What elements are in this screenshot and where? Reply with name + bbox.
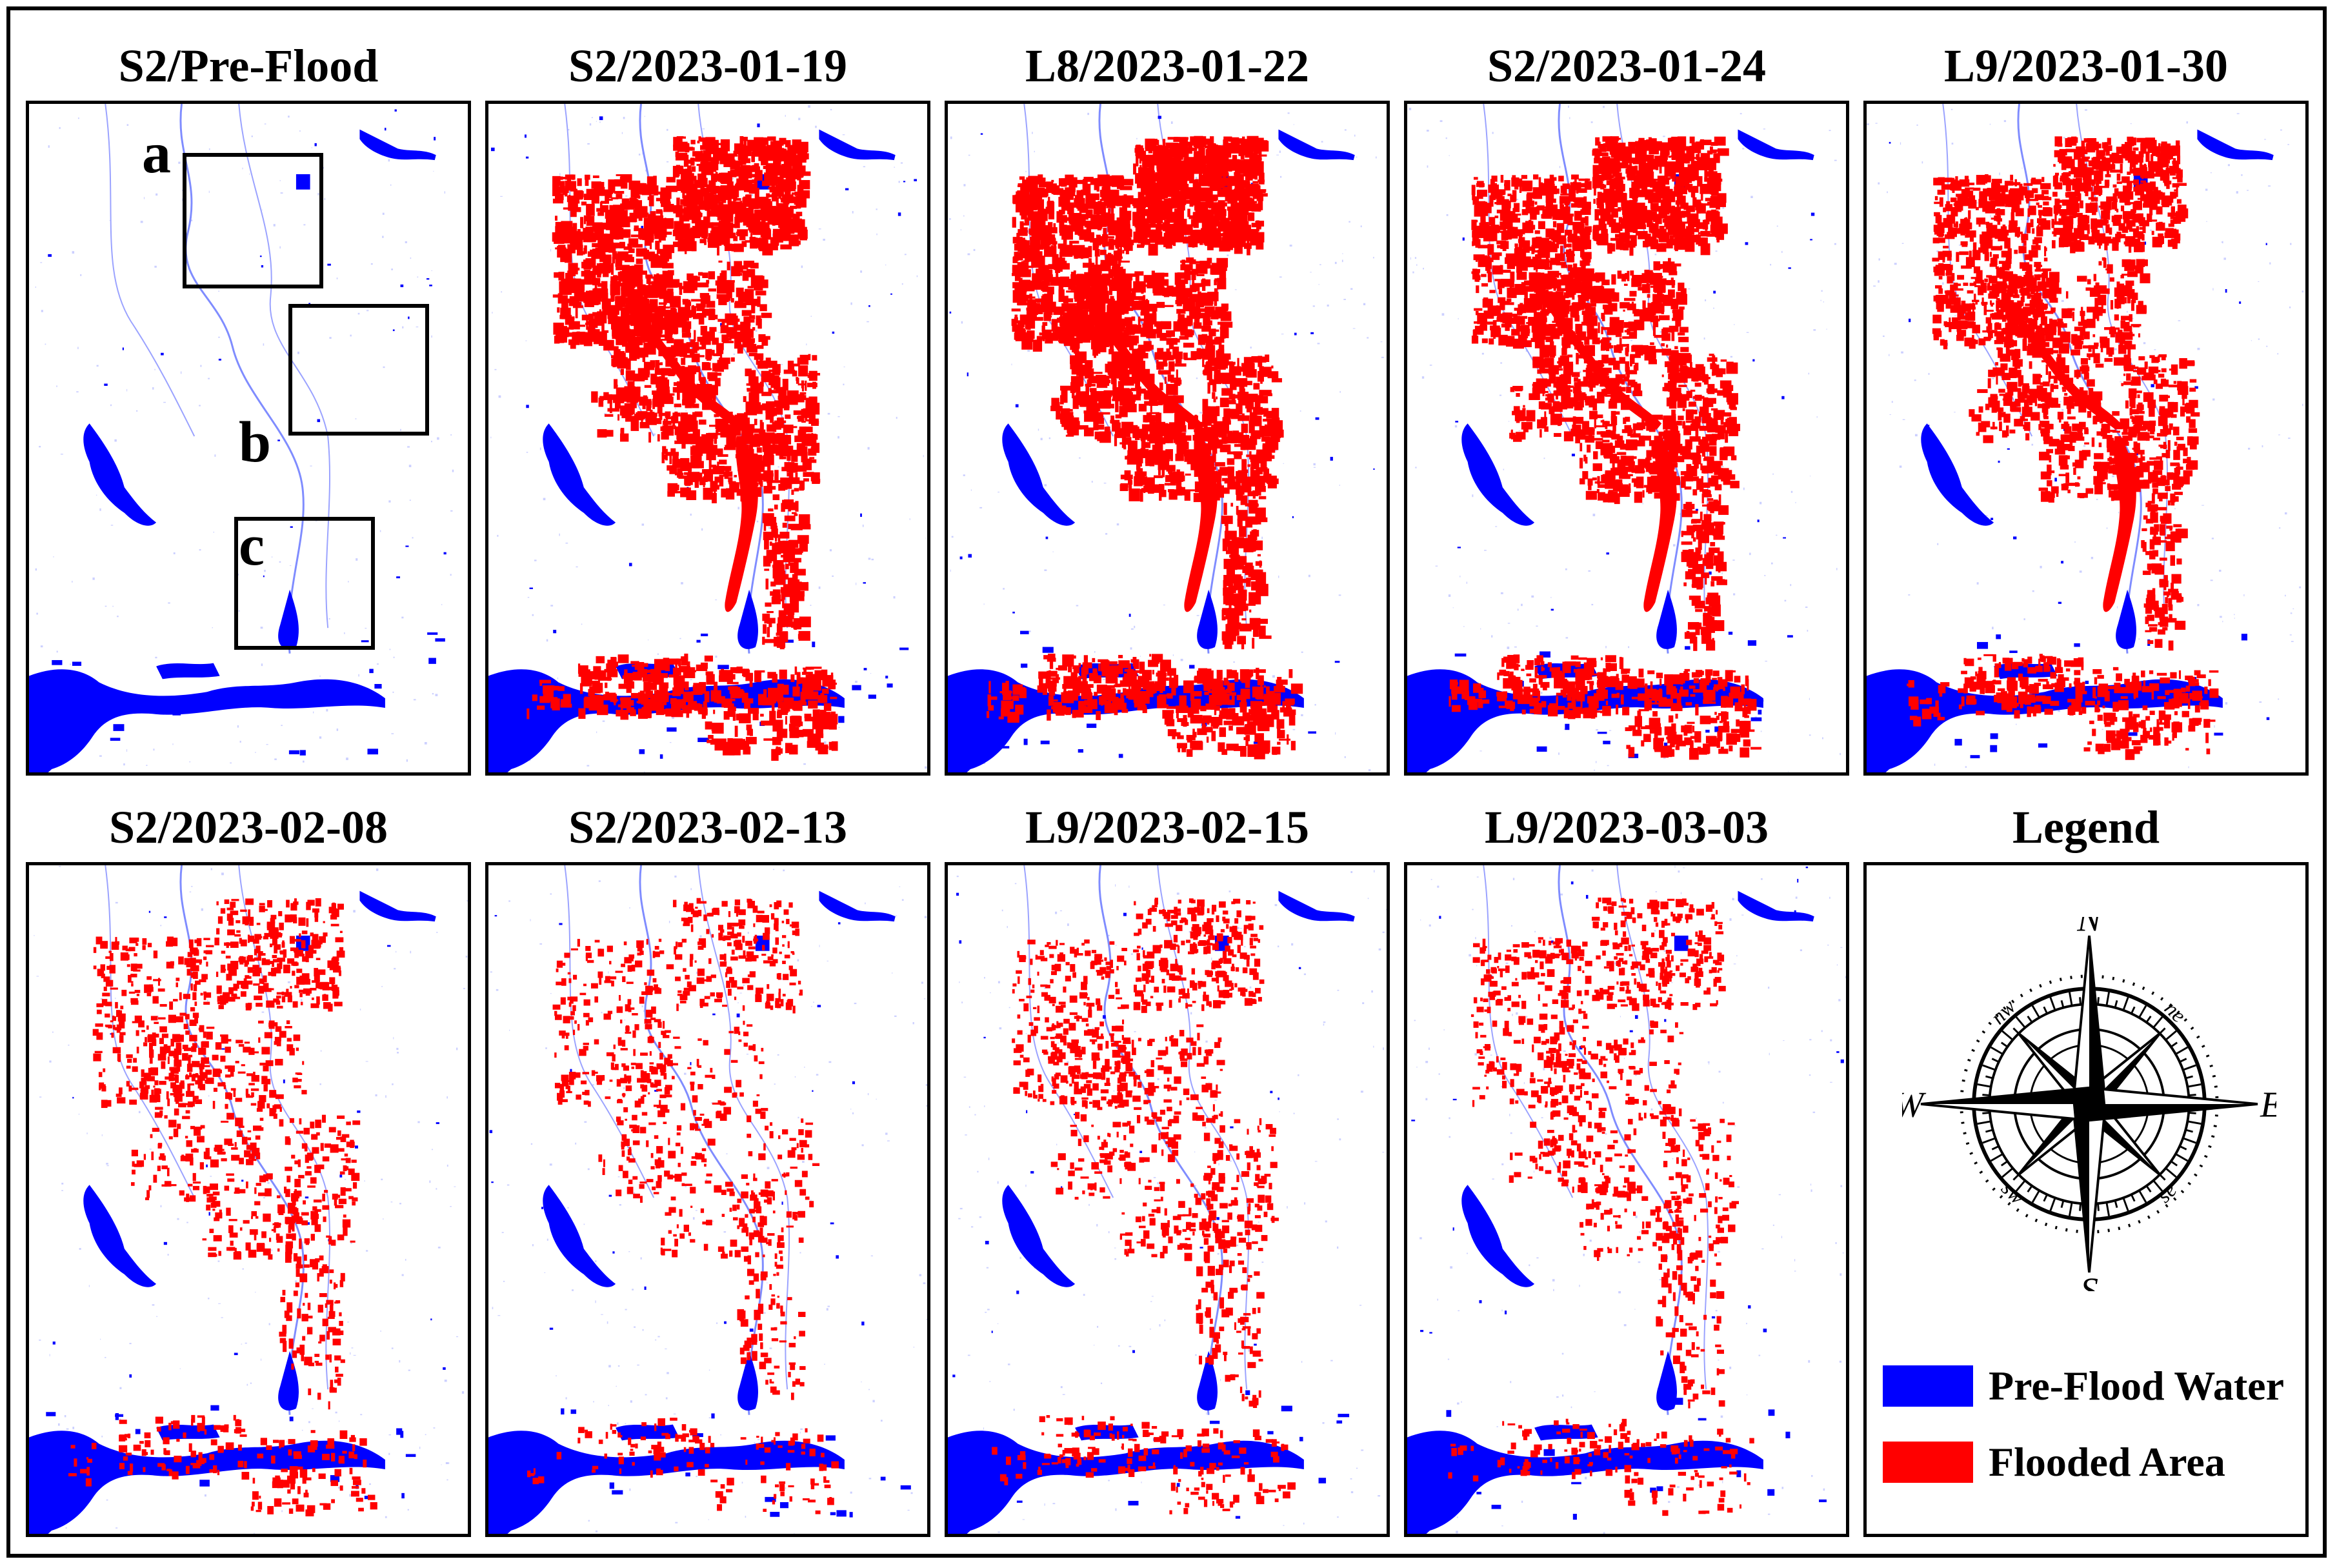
legend-item-pre-flood-water: Pre-Flood Water [1883, 1362, 2284, 1410]
compass-north-label: N [2076, 917, 2103, 939]
compass-ne-label: ne [2160, 997, 2190, 1027]
map-panel-4 [1404, 101, 1849, 776]
legend-swatch-flooded-area [1883, 1442, 1973, 1483]
map-panel-9 [1404, 862, 1849, 1537]
legend-label-flooded-area: Flooded Area [1989, 1439, 2225, 1485]
panel-title-2: S2/2023-01-19 [568, 40, 847, 92]
map-panel-7 [485, 862, 930, 1537]
compass-south-label: S [2080, 1271, 2098, 1291]
panel-title-6: S2/2023-02-08 [109, 801, 388, 853]
figure-frame [6, 6, 2327, 1558]
panel-title-4: S2/2023-01-24 [1487, 40, 1766, 92]
compass-east-label: E [2260, 1085, 2276, 1125]
panel-title-9: L9/2023-03-03 [1485, 801, 1769, 853]
inset-box-b [288, 304, 429, 436]
map-panel-5 [1863, 101, 2309, 776]
map-panel-6 [26, 862, 471, 1537]
panel-title-3: L8/2023-01-22 [1025, 40, 1309, 92]
compass-rose-icon: N S E W ne nw se sw [1902, 917, 2276, 1291]
inset-label-a: a [142, 121, 171, 185]
panel-title-7: S2/2023-02-13 [568, 801, 847, 853]
inset-label-b: b [239, 410, 272, 474]
compass-nw-label: nw [1987, 995, 2021, 1029]
panel-title-1: S2/Pre-Flood [118, 40, 379, 92]
legend-label-pre-flood-water: Pre-Flood Water [1989, 1363, 2284, 1409]
map-panel-2 [485, 101, 930, 776]
legend-item-flooded-area: Flooded Area [1883, 1438, 2225, 1486]
map-panel-8 [945, 862, 1390, 1537]
inset-label-c: c [239, 514, 265, 578]
legend-panel: N S E W ne nw se sw Pre-Flood Water Floo… [1863, 862, 2309, 1537]
map-panel-3 [945, 101, 1390, 776]
inset-box-c [234, 517, 375, 650]
legend-title: Legend [2012, 801, 2160, 853]
panel-title-8: L9/2023-02-15 [1025, 801, 1309, 853]
compass-west-label: W [1902, 1085, 1926, 1125]
compass-se-label: se [2152, 1179, 2182, 1208]
inset-box-a [183, 153, 323, 288]
legend-swatch-pre-flood-water [1883, 1365, 1973, 1407]
panel-title-5: L9/2023-01-30 [1944, 40, 2228, 92]
map-panel-1: a b c [26, 101, 471, 776]
